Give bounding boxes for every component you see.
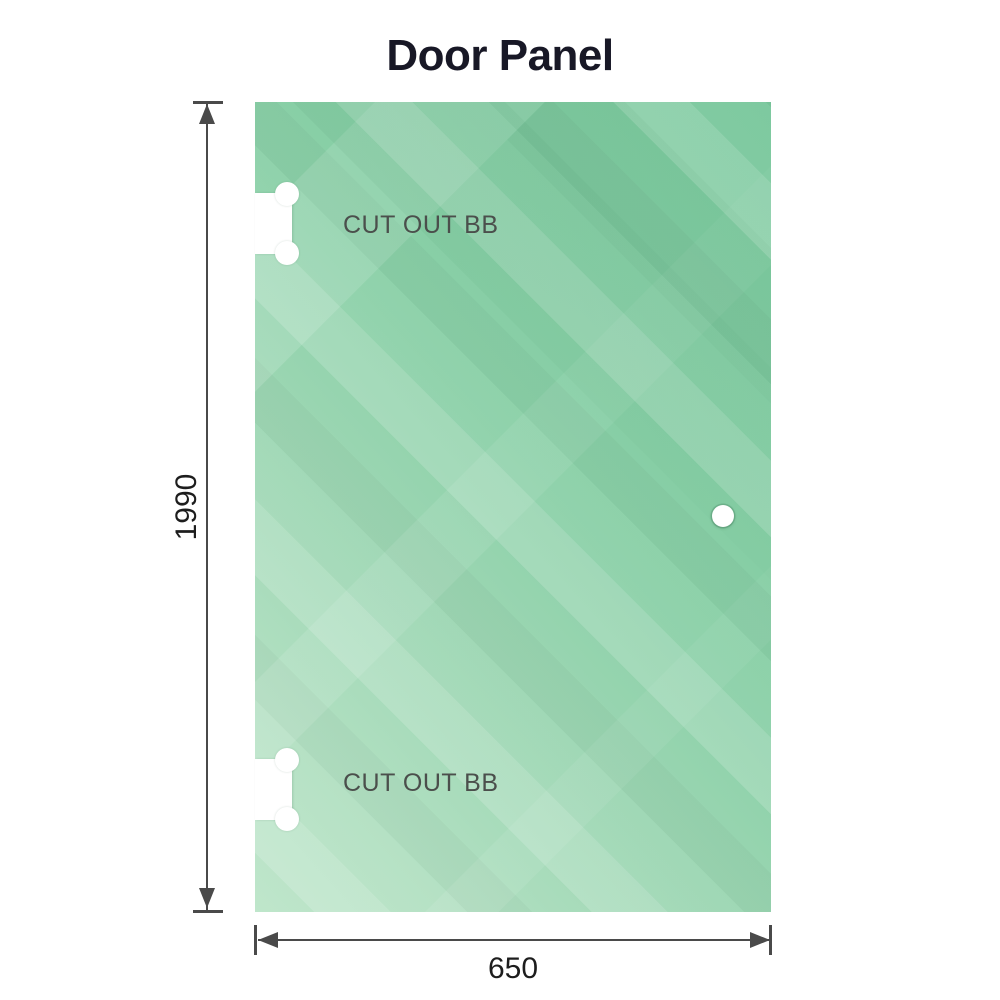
width-dimension-label: 650 [487, 952, 539, 985]
cutout-lobe-top [275, 182, 299, 206]
glass-shadow-band [278, 102, 771, 725]
door-panel: CUT OUT BB CUT OUT BB [255, 102, 771, 912]
dimension-extension-tick-left [254, 925, 257, 955]
arrow-left-icon [258, 932, 278, 948]
glass-highlight-band [375, 325, 771, 912]
cutout-lobe-top [275, 748, 299, 772]
glass-highlight-band [255, 102, 771, 792]
dimension-extension-tick-bottom [193, 910, 223, 913]
dimension-extension-tick-top [193, 101, 223, 104]
dimension-extension-tick-right [769, 925, 772, 955]
cutout-lower [255, 748, 299, 831]
width-dimension-line [258, 939, 770, 941]
glass-surface [255, 102, 771, 912]
height-dimension-label: 1990 [170, 473, 203, 541]
cutout-lobe-bottom [275, 241, 299, 265]
arrow-up-icon [199, 104, 215, 124]
cutout-label-upper: CUT OUT BB [343, 211, 499, 239]
cutout-label-lower: CUT OUT BB [343, 769, 499, 797]
height-dimension-line [206, 104, 208, 910]
page-title: Door Panel [386, 31, 614, 80]
cutout-upper [255, 182, 299, 265]
glass-shadow-band [507, 102, 771, 777]
arrow-down-icon [199, 888, 215, 908]
handle-hole [712, 505, 734, 527]
cutout-lobe-bottom [275, 807, 299, 831]
glass-highlight-band [255, 102, 771, 487]
arrow-right-icon [750, 932, 770, 948]
